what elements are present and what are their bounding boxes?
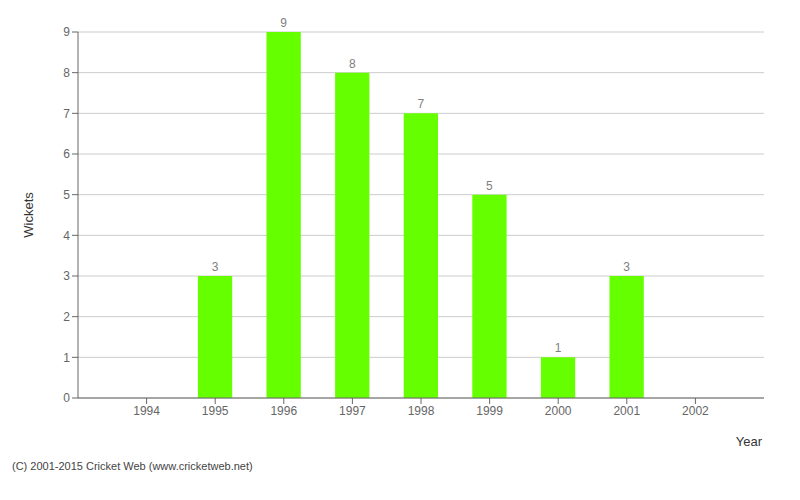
svg-text:1997: 1997 — [339, 404, 366, 418]
svg-text:5: 5 — [63, 188, 70, 202]
svg-text:7: 7 — [418, 97, 425, 111]
svg-text:0: 0 — [63, 391, 70, 405]
svg-text:2000: 2000 — [545, 404, 572, 418]
svg-text:1994: 1994 — [133, 404, 160, 418]
svg-text:3: 3 — [63, 269, 70, 283]
svg-text:Wickets: Wickets — [21, 192, 36, 238]
svg-text:1998: 1998 — [408, 404, 435, 418]
svg-text:9: 9 — [63, 25, 70, 39]
svg-text:2: 2 — [63, 310, 70, 324]
svg-text:7: 7 — [63, 107, 70, 121]
svg-text:1999: 1999 — [476, 404, 503, 418]
svg-text:2001: 2001 — [613, 404, 640, 418]
svg-text:8: 8 — [349, 57, 356, 71]
svg-text:8: 8 — [63, 66, 70, 80]
svg-text:1: 1 — [63, 351, 70, 365]
html-text:(C) 2001-2015 Cricket Web (www: (C) 2001-2015 Cricket Web (www.cricketwe… — [12, 460, 253, 472]
svg-text:3: 3 — [623, 260, 630, 274]
svg-text:5: 5 — [486, 179, 493, 193]
svg-text:Year: Year — [736, 434, 763, 449]
svg-text:6: 6 — [63, 147, 70, 161]
svg-text:1: 1 — [555, 341, 562, 355]
svg-text:9: 9 — [280, 16, 287, 30]
svg-text:4: 4 — [63, 229, 70, 243]
svg-text:1996: 1996 — [270, 404, 297, 418]
svg-text:2002: 2002 — [682, 404, 709, 418]
svg-text:3: 3 — [212, 260, 219, 274]
svg-text:1995: 1995 — [202, 404, 229, 418]
